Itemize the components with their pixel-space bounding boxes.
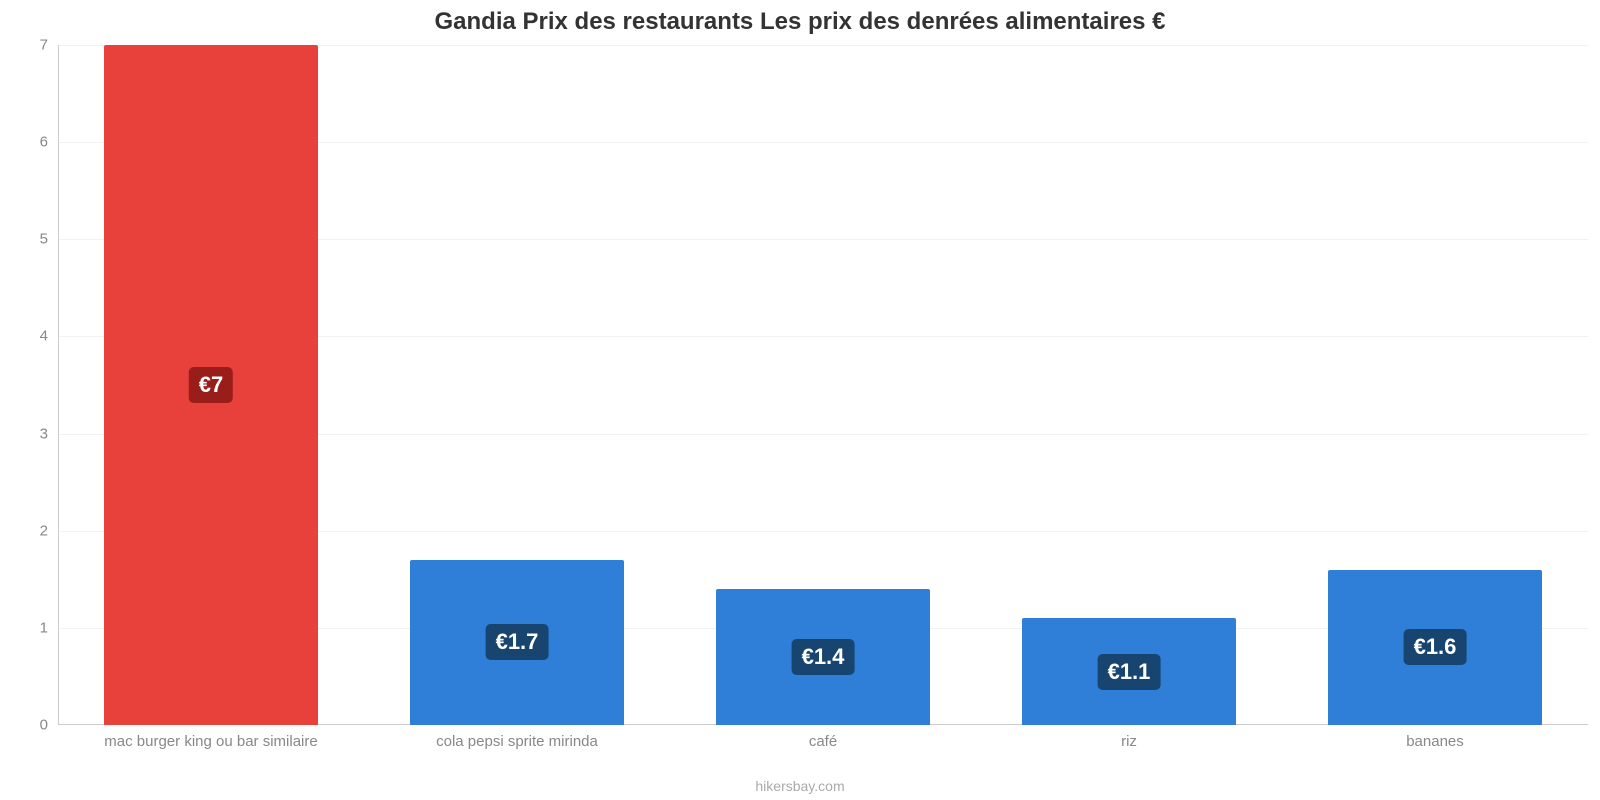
x-tick-label: cola pepsi sprite mirinda: [364, 733, 670, 750]
value-badge: €7: [189, 367, 233, 403]
y-tick-label: 2: [18, 522, 48, 539]
value-badge: €1.7: [486, 624, 549, 660]
price-bar-chart: Gandia Prix des restaurants Les prix des…: [0, 0, 1600, 800]
y-tick-label: 7: [18, 37, 48, 54]
x-tick-label: bananes: [1282, 733, 1588, 750]
x-tick-label: mac burger king ou bar similaire: [58, 733, 364, 750]
y-tick-label: 4: [18, 328, 48, 345]
y-tick-label: 3: [18, 425, 48, 442]
chart-title: Gandia Prix des restaurants Les prix des…: [0, 8, 1600, 36]
x-tick-label: riz: [976, 733, 1282, 750]
y-tick-label: 1: [18, 619, 48, 636]
value-badge: €1.1: [1098, 654, 1161, 690]
y-axis-line: [58, 45, 59, 725]
x-tick-label: café: [670, 733, 976, 750]
y-tick-label: 0: [18, 717, 48, 734]
y-tick-label: 6: [18, 134, 48, 151]
chart-footer-source: hikersbay.com: [0, 778, 1600, 794]
y-tick-label: 5: [18, 231, 48, 248]
value-badge: €1.4: [792, 639, 855, 675]
plot-area: 01234567€7mac burger king ou bar similai…: [58, 45, 1588, 725]
value-badge: €1.6: [1404, 629, 1467, 665]
